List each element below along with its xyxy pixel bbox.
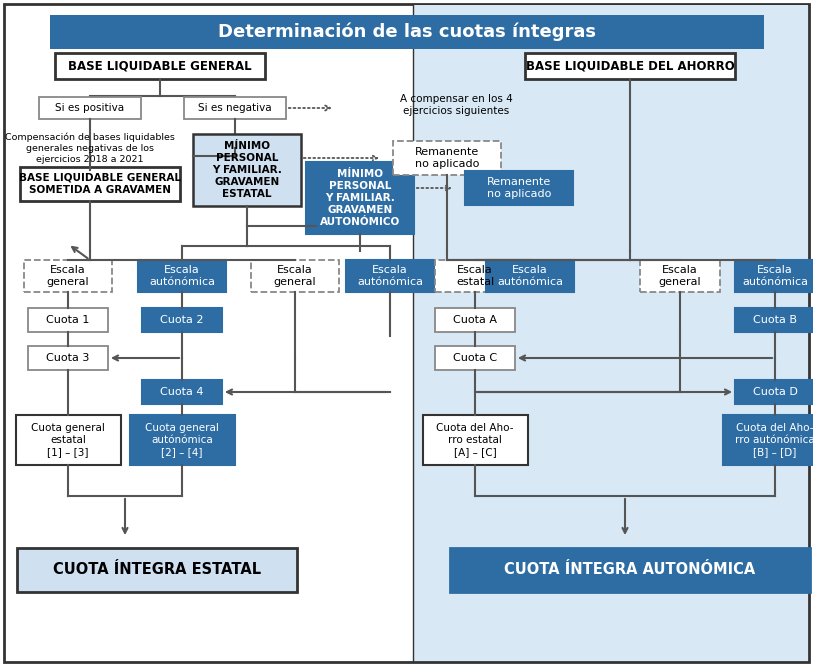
Bar bbox=[50, 15, 763, 49]
Text: BASE LIQUIDABLE DEL AHORRO: BASE LIQUIDABLE DEL AHORRO bbox=[526, 59, 734, 73]
Text: Cuota D: Cuota D bbox=[753, 387, 798, 397]
Text: CUOTA ÍNTEGRA AUTONÓMICA: CUOTA ÍNTEGRA AUTONÓMICA bbox=[504, 563, 755, 577]
Bar bbox=[28, 346, 108, 370]
Bar bbox=[142, 308, 222, 332]
Text: Compensación de bases liquidables
generales negativas de los
ejercicios 2018 a 2: Compensación de bases liquidables genera… bbox=[5, 133, 175, 163]
Text: Cuota 1: Cuota 1 bbox=[46, 315, 89, 325]
Text: A compensar en los 4
ejercicios siguientes: A compensar en los 4 ejercicios siguient… bbox=[400, 94, 513, 116]
Text: Determinación de las cuotas íntegras: Determinación de las cuotas íntegras bbox=[218, 23, 595, 41]
Bar bbox=[17, 548, 297, 592]
Text: MÍNIMO
PERSONAL
Y FAMILIAR.
GRAVAMEN
AUTONÓMICO: MÍNIMO PERSONAL Y FAMILIAR. GRAVAMEN AUT… bbox=[320, 169, 400, 227]
Bar bbox=[423, 415, 528, 465]
Text: Cuota C: Cuota C bbox=[453, 353, 497, 363]
Text: Escala
general: Escala general bbox=[274, 265, 316, 287]
Text: BASE LIQUIDABLE GENERAL: BASE LIQUIDABLE GENERAL bbox=[68, 59, 252, 73]
Text: Cuota 4: Cuota 4 bbox=[160, 387, 204, 397]
Text: Escala
general: Escala general bbox=[46, 265, 89, 287]
Bar bbox=[138, 260, 226, 292]
Bar bbox=[251, 260, 339, 292]
Text: BASE LIQUIDABLE GENERAL
SOMETIDA A GRAVAMEN: BASE LIQUIDABLE GENERAL SOMETIDA A GRAVA… bbox=[19, 173, 181, 195]
Bar bbox=[525, 53, 735, 79]
Text: Escala
autónómica: Escala autónómica bbox=[149, 265, 215, 287]
Text: Escala
autónómica: Escala autónómica bbox=[742, 265, 808, 287]
Bar bbox=[55, 53, 265, 79]
Bar bbox=[735, 260, 813, 292]
Text: Escala
general: Escala general bbox=[659, 265, 702, 287]
Text: Escala
autónómica: Escala autónómica bbox=[357, 265, 423, 287]
Bar bbox=[15, 415, 120, 465]
Text: Remanente
no aplicado: Remanente no aplicado bbox=[487, 177, 551, 199]
Bar bbox=[735, 380, 813, 404]
Text: Si es positiva: Si es positiva bbox=[55, 103, 124, 113]
Text: Remanente
no aplicado: Remanente no aplicado bbox=[415, 147, 479, 169]
Text: Cuota del Aho-
rro autónómica
[B] – [D]: Cuota del Aho- rro autónómica [B] – [D] bbox=[735, 423, 813, 457]
Bar bbox=[450, 548, 810, 592]
Bar bbox=[735, 308, 813, 332]
Bar bbox=[393, 141, 501, 175]
Bar bbox=[39, 97, 141, 119]
Bar bbox=[435, 346, 515, 370]
Bar bbox=[435, 308, 515, 332]
Bar bbox=[28, 308, 108, 332]
Text: Si es negativa: Si es negativa bbox=[198, 103, 272, 113]
Bar bbox=[486, 260, 574, 292]
Bar bbox=[640, 260, 720, 292]
Bar bbox=[24, 260, 112, 292]
Text: MÍNIMO
PERSONAL
Y FAMILIAR.
GRAVAMEN
ESTATAL: MÍNIMO PERSONAL Y FAMILIAR. GRAVAMEN EST… bbox=[212, 141, 282, 199]
Text: Cuota del Aho-
rro estatal
[A] – [C]: Cuota del Aho- rro estatal [A] – [C] bbox=[437, 423, 514, 457]
Text: Cuota general
autónómica
[2] – [4]: Cuota general autónómica [2] – [4] bbox=[145, 423, 219, 457]
Bar bbox=[346, 260, 434, 292]
Bar bbox=[465, 171, 573, 205]
Text: Cuota general
estatal
[1] – [3]: Cuota general estatal [1] – [3] bbox=[31, 423, 105, 457]
Bar bbox=[193, 134, 301, 206]
Text: Cuota 3: Cuota 3 bbox=[46, 353, 89, 363]
Bar bbox=[20, 167, 180, 201]
Bar bbox=[129, 415, 234, 465]
Text: Escala
autónómica: Escala autónómica bbox=[497, 265, 563, 287]
Text: CUOTA ÍNTEGRA ESTATAL: CUOTA ÍNTEGRA ESTATAL bbox=[53, 563, 261, 577]
Bar bbox=[184, 97, 286, 119]
Bar bbox=[413, 5, 808, 661]
Bar bbox=[306, 162, 414, 234]
Bar bbox=[435, 260, 515, 292]
Text: Escala
estatal: Escala estatal bbox=[456, 265, 494, 287]
Bar bbox=[142, 380, 222, 404]
Bar bbox=[723, 415, 813, 465]
Text: Cuota A: Cuota A bbox=[453, 315, 497, 325]
Text: Cuota 2: Cuota 2 bbox=[160, 315, 204, 325]
Text: Cuota B: Cuota B bbox=[753, 315, 797, 325]
